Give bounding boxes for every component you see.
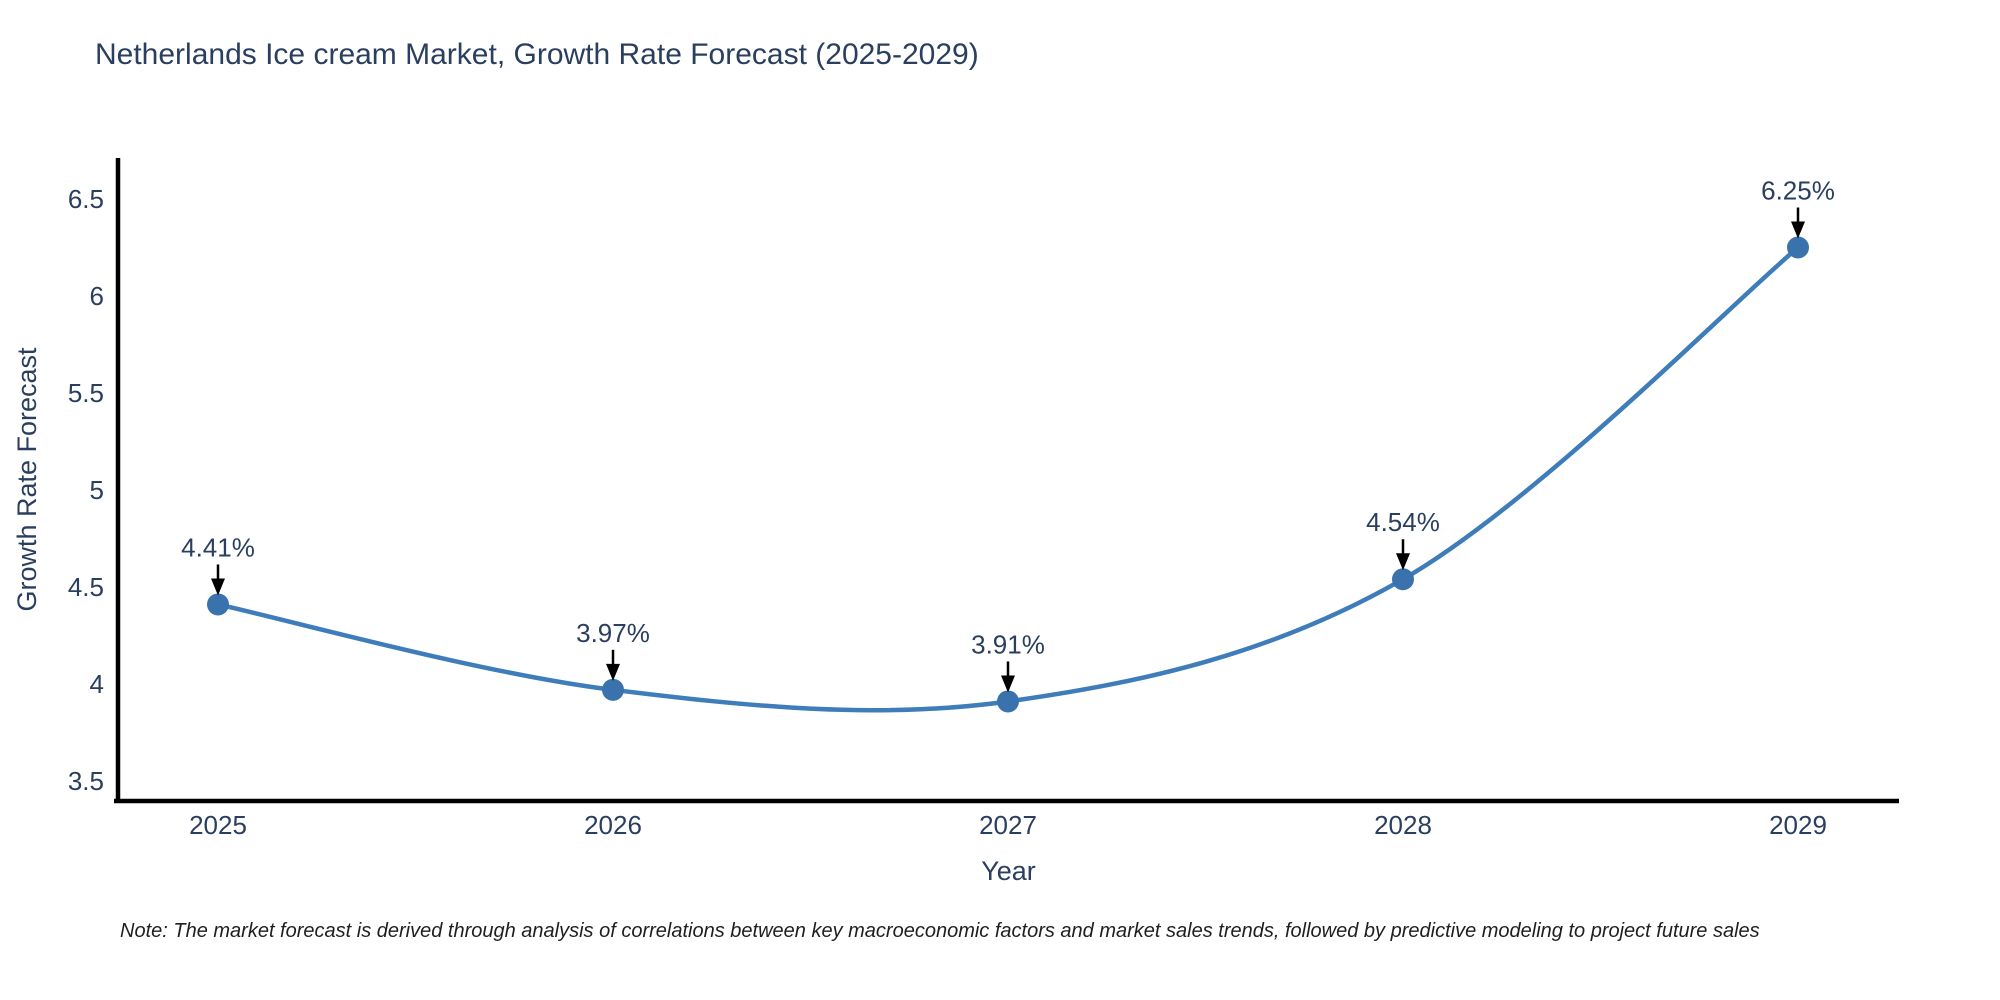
- y-tick-label: 6: [90, 281, 104, 311]
- annotation-arrowhead-icon: [211, 578, 225, 596]
- data-point-label: 4.54%: [1366, 507, 1440, 537]
- x-tick-label: 2025: [189, 810, 247, 840]
- x-axis-title: Year: [981, 856, 1036, 886]
- annotation-arrowhead-icon: [1791, 221, 1805, 239]
- y-tick-label: 4.5: [68, 572, 104, 602]
- data-point-label: 3.91%: [971, 629, 1045, 659]
- y-tick-label: 3.5: [68, 766, 104, 796]
- annotation-arrowhead-icon: [1001, 675, 1015, 693]
- data-point-marker[interactable]: [1392, 568, 1414, 591]
- x-tick-label: 2027: [979, 810, 1037, 840]
- y-tick-label: 5: [90, 475, 104, 505]
- y-tick-label: 5.5: [68, 378, 104, 408]
- data-point-label: 4.41%: [181, 532, 255, 562]
- y-tick-label: 6.5: [68, 184, 104, 214]
- y-tick-label: 4: [90, 669, 104, 699]
- y-axis-title: Growth Rate Forecast: [12, 347, 42, 612]
- data-point-marker[interactable]: [602, 678, 624, 701]
- x-tick-label: 2026: [584, 810, 642, 840]
- annotation-arrowhead-icon: [1396, 553, 1410, 571]
- footnote: Note: The market forecast is derived thr…: [120, 920, 1760, 942]
- data-point-label: 3.97%: [576, 618, 650, 648]
- data-point-marker[interactable]: [997, 690, 1019, 713]
- data-point-marker[interactable]: [207, 593, 229, 616]
- x-tick-label: 2029: [1769, 810, 1827, 840]
- data-point-label: 6.25%: [1761, 176, 1835, 206]
- data-point-marker[interactable]: [1787, 236, 1809, 259]
- annotation-arrowhead-icon: [606, 663, 620, 681]
- chart-title: Netherlands Ice cream Market, Growth Rat…: [95, 38, 979, 71]
- axis-lines: [114, 158, 1899, 804]
- x-tick-label: 2028: [1374, 810, 1432, 840]
